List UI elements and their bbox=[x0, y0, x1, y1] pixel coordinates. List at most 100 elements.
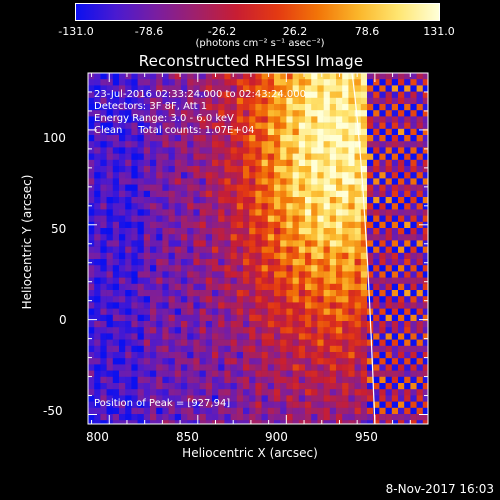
heatmap-cell bbox=[187, 79, 194, 86]
heatmap-cell bbox=[119, 376, 126, 384]
heatmap-cell bbox=[137, 333, 145, 340]
heatmap-cell bbox=[143, 290, 151, 297]
heatmap-cell bbox=[100, 407, 107, 415]
heatmap-cell bbox=[88, 308, 95, 316]
heatmap-cell bbox=[336, 407, 343, 415]
heatmap-cell bbox=[168, 159, 176, 167]
heatmap-cell bbox=[224, 240, 231, 247]
heatmap-cell bbox=[174, 383, 182, 390]
heatmap-cell bbox=[131, 190, 138, 198]
heatmap-cell bbox=[323, 277, 331, 285]
heatmap-cell bbox=[131, 97, 138, 105]
heatmap-cell bbox=[286, 73, 293, 80]
heatmap-cell bbox=[193, 252, 200, 260]
heatmap-cell bbox=[224, 407, 231, 415]
heatmap-cell bbox=[317, 178, 324, 185]
heatmap-cell bbox=[224, 414, 231, 421]
heatmap-cell bbox=[131, 159, 138, 167]
heatmap-cell bbox=[150, 265, 157, 272]
heatmap-cell bbox=[162, 153, 169, 161]
heatmap-cell bbox=[249, 178, 256, 185]
heatmap-cell bbox=[230, 197, 238, 204]
heatmap-cell bbox=[112, 110, 120, 117]
heatmap-cell bbox=[261, 79, 269, 86]
heatmap-cell bbox=[236, 358, 244, 365]
heatmap-cell bbox=[236, 395, 244, 402]
heatmap-cell bbox=[317, 395, 324, 402]
heatmap-cell bbox=[150, 73, 157, 80]
heatmap-cell bbox=[398, 135, 405, 142]
heatmap-cell bbox=[398, 370, 405, 378]
heatmap-cell bbox=[199, 153, 207, 161]
heatmap-cell bbox=[112, 271, 120, 278]
heatmap-cell bbox=[94, 135, 101, 142]
heatmap-cell bbox=[236, 389, 244, 396]
heatmap-cell bbox=[212, 147, 219, 154]
heatmap-cell bbox=[348, 389, 355, 396]
heatmap-cell bbox=[137, 79, 145, 86]
heatmap-cell bbox=[137, 228, 145, 235]
heatmap-cell bbox=[187, 290, 194, 297]
heatmap-cell bbox=[100, 122, 107, 130]
heatmap-cell bbox=[162, 395, 169, 402]
heatmap-cell bbox=[156, 314, 163, 322]
heatmap-cell bbox=[199, 221, 207, 229]
heatmap-cell bbox=[373, 314, 380, 322]
heatmap-cell bbox=[261, 240, 269, 247]
heatmap-cell bbox=[354, 333, 362, 340]
heatmap-cell bbox=[391, 302, 399, 309]
heatmap-cell bbox=[94, 104, 101, 111]
heatmap-cell bbox=[367, 240, 374, 247]
heatmap-cell bbox=[230, 271, 238, 278]
heatmap-cell bbox=[292, 85, 300, 92]
heatmap-cell bbox=[212, 135, 219, 142]
heatmap-cell bbox=[342, 352, 349, 359]
heatmap-cell bbox=[174, 321, 182, 328]
heatmap-cell bbox=[137, 110, 145, 117]
heatmap-cell bbox=[379, 234, 386, 241]
heatmap-cell bbox=[88, 228, 95, 235]
heatmap-cell bbox=[224, 85, 231, 92]
heatmap-cell bbox=[373, 135, 380, 142]
heatmap-cell bbox=[404, 252, 411, 260]
heatmap-cell bbox=[404, 302, 411, 309]
heatmap-cell bbox=[416, 277, 424, 285]
heatmap-cell bbox=[243, 252, 250, 260]
heatmap-cell bbox=[261, 302, 269, 309]
heatmap-cell bbox=[187, 172, 194, 179]
heatmap-cell bbox=[230, 91, 238, 99]
heatmap-cell bbox=[181, 215, 188, 223]
heatmap-cell bbox=[193, 333, 200, 340]
heatmap-cell bbox=[174, 370, 182, 378]
heatmap-cell bbox=[416, 407, 424, 415]
heatmap-cell bbox=[261, 122, 269, 130]
heatmap-cell bbox=[422, 339, 428, 347]
heatmap-cell bbox=[385, 376, 393, 384]
heatmap-cell bbox=[112, 401, 120, 409]
heatmap-cell bbox=[236, 203, 244, 210]
heatmap-cell bbox=[267, 97, 275, 105]
heatmap-cell bbox=[379, 73, 386, 80]
heatmap-cell bbox=[199, 395, 207, 402]
heatmap-cell bbox=[274, 178, 281, 185]
heatmap-cell bbox=[156, 290, 163, 297]
heatmap-cell bbox=[230, 290, 238, 297]
heatmap-cell bbox=[286, 333, 293, 340]
heatmap-cell bbox=[255, 358, 262, 365]
heatmap-cell bbox=[348, 339, 355, 347]
heatmap-cell bbox=[373, 407, 380, 415]
heatmap-cell bbox=[143, 153, 151, 161]
heatmap-cell bbox=[168, 104, 176, 111]
heatmap-cell bbox=[354, 296, 362, 303]
heatmap-cell bbox=[367, 221, 374, 229]
heatmap-cell bbox=[348, 240, 355, 247]
heatmap-cell bbox=[106, 271, 114, 278]
heatmap-cell bbox=[391, 265, 399, 272]
heatmap-cell bbox=[385, 215, 393, 223]
heatmap-cell bbox=[398, 414, 405, 421]
heatmap-cell bbox=[150, 153, 157, 161]
heatmap-cell bbox=[162, 221, 169, 229]
heatmap-cell bbox=[119, 85, 126, 92]
heatmap-cell bbox=[292, 296, 300, 303]
heatmap-cell bbox=[255, 141, 262, 148]
